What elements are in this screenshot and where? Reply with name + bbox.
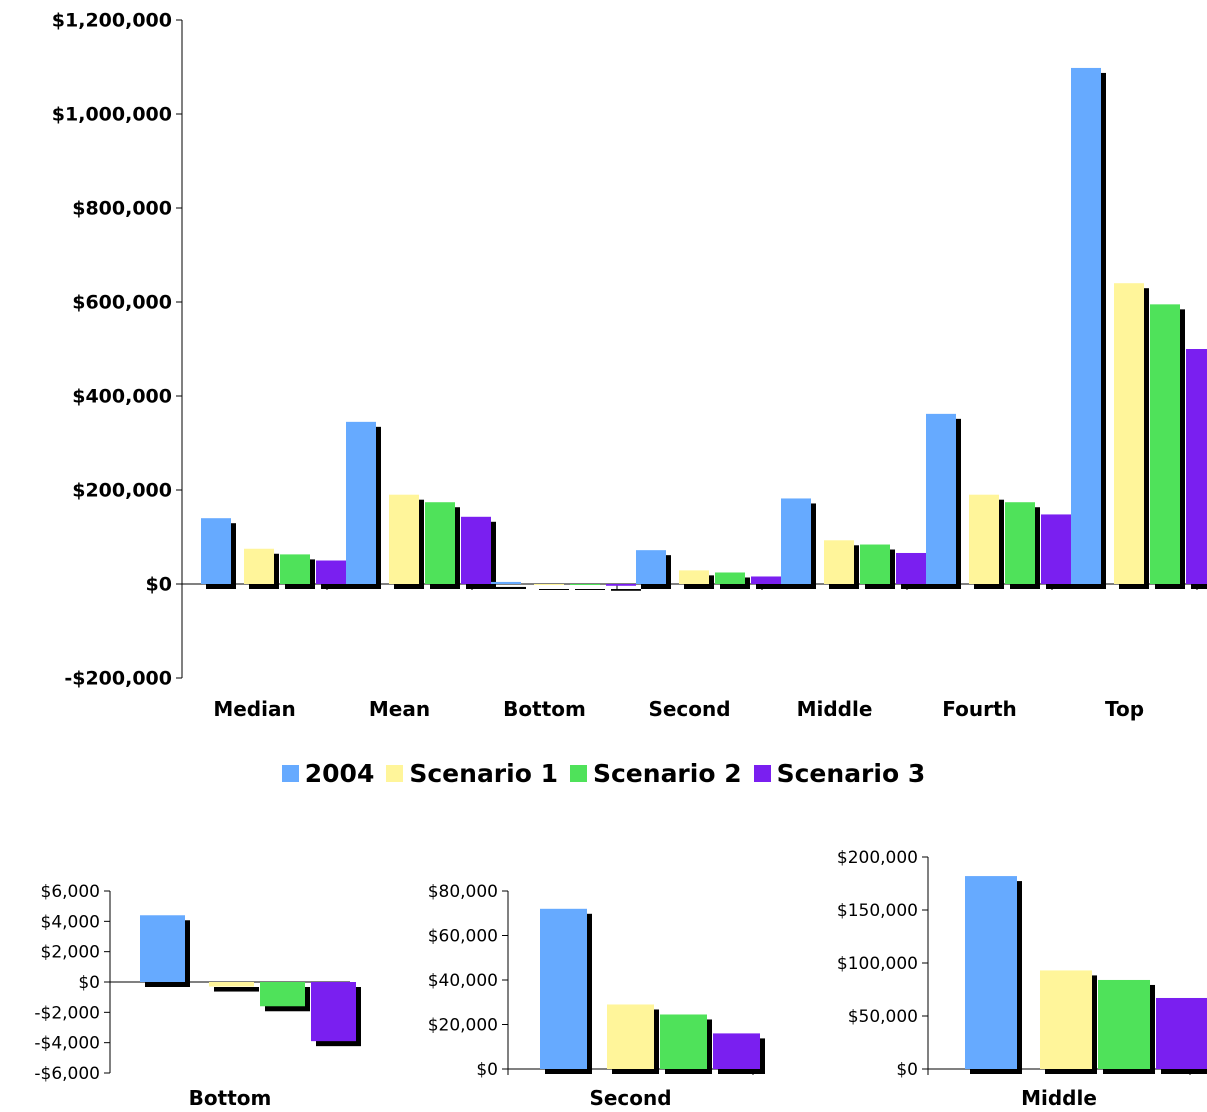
y-tick-label: $100,000 <box>837 954 918 974</box>
bar-scenario-2-second <box>715 572 745 584</box>
legend-swatch-scenario-3 <box>753 764 771 782</box>
bar-shadow <box>611 589 641 591</box>
y-tick-label: $200,000 <box>72 480 172 502</box>
x-category-label: Middle <box>1021 1086 1097 1110</box>
chart-legend: 2004 Scenario 1 Scenario 2 Scenario 3 <box>0 753 1207 793</box>
y-tick-label: $0 <box>476 1060 498 1080</box>
x-category-label: Mean <box>369 697 430 721</box>
legend-item-scenario-2: Scenario 2 <box>569 758 742 788</box>
legend-item-scenario-3: Scenario 3 <box>753 758 926 788</box>
y-tick-label: $1,200,000 <box>52 10 172 32</box>
bar-scenario-1-mean <box>389 494 419 584</box>
bar-scenario-2-bottom <box>570 584 600 585</box>
bar-2004-second <box>540 908 587 1069</box>
bar-2004-mean <box>346 421 376 584</box>
y-tick-label: -$4,000 <box>34 1034 100 1054</box>
bar-scenario-3-bottom <box>606 584 636 586</box>
y-tick-label: $6,000 <box>41 882 100 902</box>
bar-shadow <box>539 589 569 590</box>
middle-detail-chart: $0 $50,000 $100,000 $150,000 $200,000 Middle <box>837 848 1207 1110</box>
y-tick-label: $2,000 <box>41 943 100 963</box>
bar-2004-fourth <box>926 413 956 584</box>
bar-shadow <box>214 987 259 992</box>
bar-scenario-3-median <box>316 560 346 584</box>
y-tick-label: $400,000 <box>72 386 172 408</box>
bar-scenario-1-middle <box>824 540 854 584</box>
bar-scenario-1-fourth <box>969 494 999 584</box>
legend-swatch-2004 <box>281 764 299 782</box>
y-tick-label: $40,000 <box>428 971 498 991</box>
bar-2004-bottom <box>491 581 521 584</box>
bar-shadow <box>496 586 526 589</box>
bar-scenario-3-mean <box>461 516 491 584</box>
bar-scenario-1-bottom <box>209 982 254 987</box>
y-tick-label: $4,000 <box>41 912 100 932</box>
x-category-label: Bottom <box>189 1086 272 1110</box>
y-tick-label: $600,000 <box>72 292 172 314</box>
y-tick-label: $0 <box>146 574 172 596</box>
x-category-label: Median <box>213 697 295 721</box>
bar-scenario-3-second <box>713 1033 760 1069</box>
y-tick-label: -$200,000 <box>64 668 172 690</box>
x-category-label: Top <box>1105 697 1144 721</box>
bar-scenario-3-second <box>751 576 781 584</box>
bar-2004-second <box>636 550 666 584</box>
bar-scenario-1-median <box>244 548 274 584</box>
x-category-label: Fourth <box>942 697 1017 721</box>
bar-scenario-2-bottom <box>260 982 305 1007</box>
bar-scenario-3-top <box>1186 349 1207 584</box>
y-tick-label: $80,000 <box>428 882 498 902</box>
legend-swatch-scenario-1 <box>386 764 404 782</box>
legend-swatch-scenario-2 <box>569 764 587 782</box>
bar-scenario-1-bottom <box>534 584 564 585</box>
y-tick-label: $0 <box>896 1060 918 1080</box>
bar-scenario-2-median <box>280 554 310 584</box>
y-tick-label: -$6,000 <box>34 1064 100 1084</box>
y-tick-label: $150,000 <box>837 901 918 921</box>
bar-2004-median <box>201 518 231 584</box>
bar-scenario-3-fourth <box>1041 514 1071 584</box>
bar-scenario-3-middle <box>896 552 926 584</box>
y-tick-label: $200,000 <box>837 848 918 868</box>
bar-2004-middle <box>965 876 1017 1069</box>
bar-scenario-2-middle <box>1098 979 1150 1069</box>
bar-scenario-2-second <box>660 1014 707 1069</box>
bar-shadow <box>756 581 786 589</box>
second-detail-chart: $0 $20,000 $40,000 $60,000 $80,000 Second <box>428 882 765 1110</box>
bar-scenario-1-second <box>607 1004 654 1069</box>
bar-shadow <box>575 589 605 590</box>
bar-scenario-2-top <box>1150 304 1180 584</box>
bar-2004-middle <box>781 498 811 584</box>
legend-item-scenario-1: Scenario 1 <box>386 759 558 788</box>
legend-label-scenario-3: Scenario 3 <box>776 758 926 788</box>
bottom-detail-chart: -$6,000 -$4,000 -$2,000 $0 $2,000 $4,000 $6,00… <box>34 882 361 1110</box>
bar-scenario-2-mean <box>425 502 455 584</box>
y-tick-label: $60,000 <box>428 926 498 946</box>
y-tick-label: $800,000 <box>72 198 172 220</box>
bar-scenario-2-fourth <box>1005 502 1035 584</box>
legend-label-2004: 2004 <box>304 758 375 788</box>
bar-scenario-1-middle <box>1040 970 1092 1069</box>
x-category-label: Middle <box>797 697 873 721</box>
x-category-label: Second <box>589 1086 671 1110</box>
bar-scenario-3-middle <box>1156 997 1207 1069</box>
legend-label-scenario-2: Scenario 2 <box>592 758 742 788</box>
bar-2004-top <box>1071 67 1101 584</box>
bar-scenario-1-top <box>1114 283 1144 584</box>
legend-label-scenario-1: Scenario 1 <box>409 758 558 788</box>
y-tick-label: $1,000,000 <box>52 104 172 126</box>
bar-scenario-1-second <box>679 570 709 584</box>
legend-item-2004: 2004 <box>281 758 375 788</box>
x-category-label: Second <box>648 697 730 721</box>
main-bar-chart: -$200,000 $0 $200,000 $400,000 $600,000 $800,… <box>52 10 1207 721</box>
x-category-label: Bottom <box>503 697 586 721</box>
bar-scenario-3-bottom <box>311 982 356 1042</box>
y-tick-label: $50,000 <box>848 1007 918 1027</box>
y-tick-label: -$2,000 <box>34 1003 100 1023</box>
bar-scenario-2-middle <box>860 544 890 584</box>
y-tick-label: $20,000 <box>428 1015 498 1035</box>
bar-2004-bottom <box>140 915 185 982</box>
y-tick-label: $0 <box>78 973 100 993</box>
